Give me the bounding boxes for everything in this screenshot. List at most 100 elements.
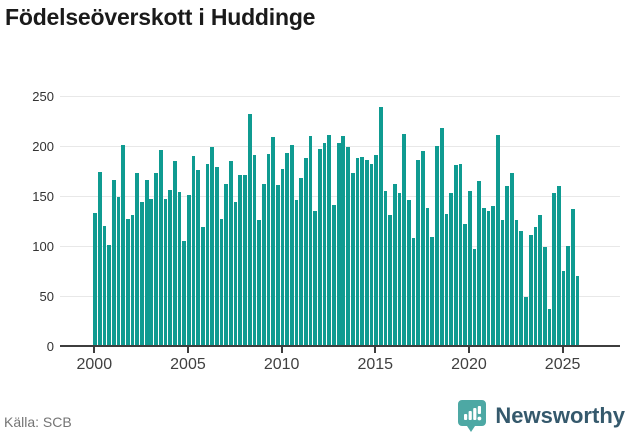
bar: [313, 211, 318, 346]
bar: [130, 215, 135, 346]
bar: [182, 241, 186, 346]
bar: [388, 215, 393, 346]
bar: [327, 135, 332, 346]
bar: [149, 199, 154, 346]
bar: [472, 249, 477, 346]
x-axis-tick: [186, 347, 189, 353]
bar: [332, 205, 336, 346]
y-axis-label: 50: [39, 289, 54, 304]
x-axis-tick: [374, 347, 377, 353]
bar: [252, 155, 257, 346]
bar: [154, 173, 158, 346]
bar: [453, 165, 458, 346]
gridline-250: [60, 96, 620, 97]
bar: [135, 173, 140, 346]
x-axis-label: 2005: [170, 356, 206, 373]
bar: [397, 193, 402, 346]
bar: [224, 184, 229, 346]
bar: [341, 136, 346, 346]
bar: [346, 147, 350, 346]
bar: [355, 158, 360, 346]
bar: [280, 169, 285, 346]
bar: [102, 226, 107, 346]
bar: [538, 215, 542, 346]
bar: [121, 145, 126, 346]
bar: [514, 220, 519, 346]
y-axis-label: 250: [32, 89, 54, 104]
x-axis-tick: [467, 347, 470, 353]
bar: [425, 208, 430, 346]
bar: [336, 143, 341, 346]
page-title: Födelseöverskott i Huddinge: [5, 4, 316, 30]
bar: [407, 200, 411, 346]
bar: [524, 297, 528, 346]
bar: [542, 247, 547, 346]
bar: [566, 246, 570, 346]
bar: [201, 227, 205, 346]
bar: [439, 128, 444, 346]
bar: [556, 186, 561, 346]
bar: [299, 178, 304, 346]
bar: [172, 161, 177, 346]
bar: [463, 224, 467, 346]
bar: [378, 107, 383, 346]
x-axis-label: 2015: [357, 356, 394, 373]
bar: [496, 135, 500, 346]
bar: [477, 181, 481, 346]
bar: [416, 160, 421, 346]
x-axis-label: 2010: [263, 356, 300, 373]
bar: [257, 220, 261, 346]
bar: [210, 147, 215, 346]
bar: [261, 184, 266, 346]
source-label: Källa: SCB: [4, 414, 72, 430]
bar: [243, 175, 247, 346]
y-axis-label: 100: [32, 239, 54, 254]
bar: [294, 200, 299, 346]
brand-footer: Newsworthy: [457, 399, 625, 433]
bar: [191, 156, 196, 346]
bar: [93, 213, 97, 346]
bar: [575, 276, 580, 346]
bar: [561, 271, 566, 346]
bar: [552, 193, 556, 346]
bar: [393, 184, 397, 346]
bar: [229, 161, 233, 346]
bar: [322, 143, 327, 346]
x-axis-label: 2020: [451, 356, 487, 373]
bar: [491, 206, 496, 346]
bar: [411, 238, 416, 346]
bar: [510, 173, 514, 346]
bar: [444, 214, 449, 346]
x-axis-tick: [93, 347, 96, 353]
bar: [233, 202, 238, 346]
bar: [168, 190, 172, 346]
bar: [163, 199, 168, 346]
newsworthy-logo-icon: [457, 399, 487, 433]
bar: [350, 173, 355, 346]
bar: [275, 185, 280, 346]
bar: [126, 219, 130, 346]
bar: [238, 175, 243, 346]
x-axis-tick: [280, 347, 283, 353]
bar: [97, 172, 102, 346]
bar: [308, 136, 313, 346]
bar: [374, 155, 378, 346]
bar: [402, 134, 407, 346]
y-axis-label: 0: [46, 339, 54, 354]
bar: [430, 237, 435, 346]
plot-area: [60, 96, 620, 346]
bar: [383, 191, 388, 346]
bar: [318, 149, 322, 346]
bar: [449, 193, 453, 346]
x-axis-label: 2000: [76, 356, 113, 373]
bar: [519, 231, 524, 346]
bar: [116, 197, 121, 346]
bar: [304, 158, 308, 346]
bar: [219, 219, 224, 346]
y-axis-label: 150: [32, 189, 54, 204]
bar: [481, 208, 486, 346]
bar: [435, 146, 439, 346]
bar: [186, 195, 191, 346]
brand-name: Newsworthy: [495, 403, 625, 428]
y-axis-label: 200: [32, 139, 54, 154]
